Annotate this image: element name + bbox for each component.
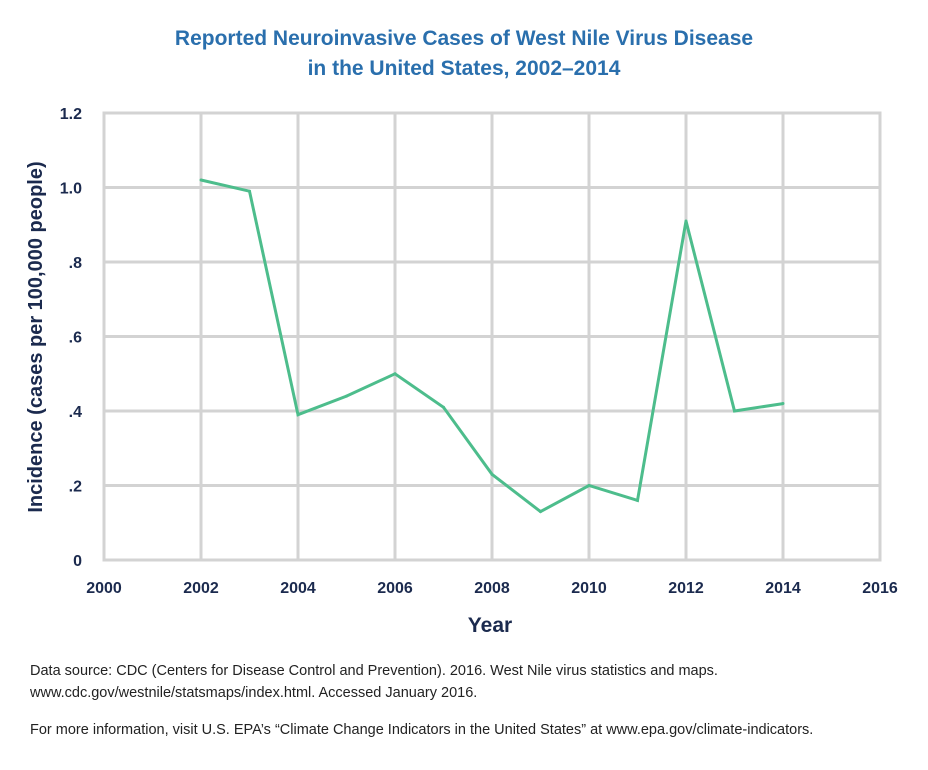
data-point — [296, 413, 300, 417]
data-point — [393, 372, 397, 376]
x-tick-label: 2010 — [571, 580, 607, 597]
grid — [102, 111, 882, 562]
y-tick-label: 1.2 — [60, 106, 82, 123]
y-axis-ticks: 0 .2 .4 .6 .8 1.0 1.2 — [60, 106, 82, 570]
x-tick-label: 2000 — [86, 580, 122, 597]
chart-title-line1: Reported Neuroinvasive Cases of West Nil… — [174, 27, 754, 50]
data-point — [684, 219, 688, 223]
chart-notes: Data source: CDC (Centers for Disease Co… — [30, 660, 910, 741]
x-tick-label: 2004 — [280, 580, 316, 597]
source-line-1: Data source: CDC (Centers for Disease Co… — [30, 663, 718, 679]
x-axis-ticks: 2000 2002 2004 2006 2008 2010 2012 2014 2016 — [86, 580, 898, 597]
data-point — [781, 402, 785, 406]
x-tick-label: 2014 — [765, 580, 801, 597]
y-tick-label: .4 — [69, 404, 82, 421]
data-point — [587, 484, 591, 487]
line-chart: 0 .2 .4 .6 .8 1.0 1.2 2000 2002 2004 2006 2008 2010… — [25, 106, 898, 637]
chart-title: Reported Neuroinvasive Cases of West Nil… — [0, 24, 928, 84]
y-tick-label: .8 — [69, 255, 82, 272]
data-point — [442, 405, 445, 409]
y-tick-label: 1.0 — [60, 181, 82, 198]
data-point — [636, 498, 639, 502]
data-point — [199, 178, 203, 182]
x-tick-label: 2008 — [474, 580, 510, 597]
more-info-text: For more information, visit U.S. EPA’s “… — [30, 722, 814, 738]
x-tick-label: 2012 — [668, 580, 704, 597]
x-tick-label: 2006 — [377, 580, 413, 597]
data-point — [539, 510, 542, 514]
y-axis-label: Incidence (cases per 100,000 people) — [25, 161, 47, 512]
data-point — [248, 189, 251, 193]
data-point — [345, 394, 348, 398]
y-tick-label: 0 — [73, 553, 82, 570]
x-tick-label: 2002 — [183, 580, 219, 597]
chart-title-line2: in the United States, 2002–2014 — [307, 57, 621, 80]
y-tick-label: .6 — [69, 330, 82, 347]
y-tick-label: .2 — [69, 479, 82, 496]
data-point — [733, 409, 736, 413]
source-line-2: www.cdc.gov/westnile/statsmaps/index.htm… — [30, 685, 478, 701]
x-axis-label: Year — [468, 614, 512, 637]
x-tick-label: 2016 — [862, 580, 898, 597]
data-point — [490, 472, 494, 476]
series-layer — [199, 178, 785, 514]
